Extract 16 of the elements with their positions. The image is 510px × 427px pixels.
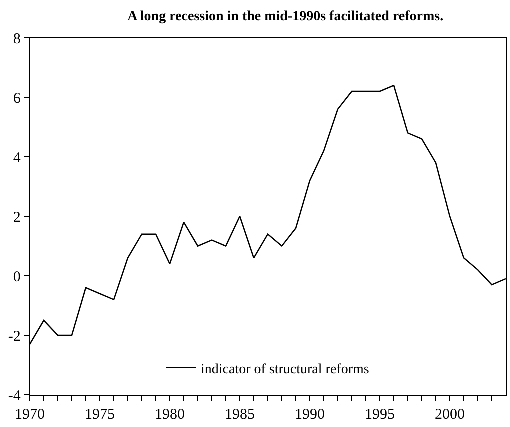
x-tick-label: 1990 (295, 407, 325, 424)
y-tick-label: -4 (8, 388, 22, 404)
legend-label: indicator of structural reforms (201, 362, 370, 378)
y-tick-label: 8 (13, 31, 21, 48)
y-tick-label: 0 (13, 269, 21, 286)
chart-title: A long recession in the mid-1990s facilitated reforms. (128, 9, 444, 24)
x-tick-label: 1970 (15, 407, 45, 424)
y-tick-label: 2 (13, 210, 21, 226)
x-tick-label: 1975 (85, 407, 115, 424)
y-tick-label: 6 (13, 90, 22, 107)
x-tick-label: 2000 (435, 407, 465, 424)
y-tick-label: 4 (13, 150, 22, 166)
y-tick-label: -2 (8, 328, 21, 345)
x-tick-label: 1995 (365, 407, 395, 424)
x-tick-label: 1980 (155, 407, 185, 424)
x-tick-label: 1985 (225, 407, 255, 424)
